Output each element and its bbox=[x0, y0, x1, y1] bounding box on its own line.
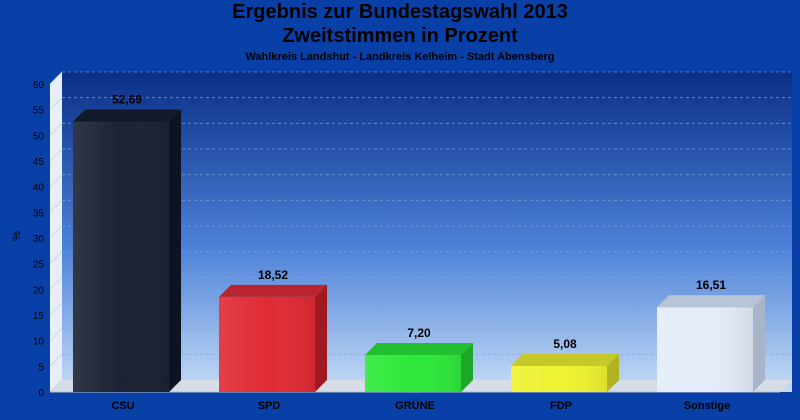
bar-grüne bbox=[364, 343, 474, 392]
gridline-wall bbox=[49, 354, 63, 367]
y-tick-label: 40 bbox=[33, 183, 45, 194]
bar-shading bbox=[72, 121, 170, 393]
gridline-wall bbox=[49, 123, 63, 136]
gridline-wall bbox=[49, 277, 63, 290]
gridline-wall bbox=[49, 148, 63, 162]
gridline-wall bbox=[49, 200, 63, 213]
y-tick-label: 25 bbox=[33, 260, 45, 271]
gridline-wall bbox=[49, 225, 63, 239]
chart-title-line2: Zweitstimmen in Prozent bbox=[282, 25, 518, 47]
y-tick-label: 0 bbox=[38, 388, 44, 399]
bar-shading bbox=[510, 365, 608, 392]
bar-shading bbox=[218, 296, 316, 392]
x-tick-label: FDP bbox=[550, 400, 572, 412]
gridline-wall bbox=[49, 302, 63, 316]
bar-side bbox=[169, 109, 182, 393]
y-tick-label: 30 bbox=[33, 234, 45, 245]
gridline-wall bbox=[49, 251, 63, 264]
bar-side bbox=[607, 353, 620, 392]
chart-header: Ergebnis zur Bundestagswahl 2013 Zweitst… bbox=[0, 0, 800, 63]
bar-side bbox=[753, 295, 766, 392]
bar-shading bbox=[656, 307, 754, 392]
gridline-wall bbox=[49, 174, 63, 187]
y-tick-label: 5 bbox=[38, 362, 44, 373]
bar-value-label: 52,69 bbox=[112, 93, 142, 107]
y-tick-label: 60 bbox=[33, 80, 45, 91]
y-tick-label: 35 bbox=[33, 208, 45, 219]
y-tick-label: 20 bbox=[33, 285, 45, 296]
y-tick-label: 45 bbox=[33, 157, 45, 168]
bar-top bbox=[218, 284, 328, 297]
bar-shading bbox=[364, 355, 462, 392]
y-tick-label: 10 bbox=[33, 337, 45, 348]
y-tick-label: 50 bbox=[33, 131, 45, 142]
bar-top bbox=[656, 295, 766, 308]
x-tick-label: Sonstige bbox=[684, 400, 730, 412]
chart-subtitle: Wahlkreis Landshut - Landkreis Kelheim -… bbox=[245, 51, 555, 63]
y-tick-label: 55 bbox=[33, 106, 45, 117]
bar-value-label: 16,51 bbox=[696, 278, 726, 292]
y-axis-label: % bbox=[11, 231, 23, 241]
chart-title: Ergebnis zur Bundestagswahl 2013 bbox=[232, 1, 568, 23]
bar-value-label: 18,52 bbox=[258, 268, 288, 282]
x-tick-label: GRÜNE bbox=[395, 399, 435, 412]
bar-top bbox=[364, 343, 474, 356]
bar-value-label: 5,08 bbox=[553, 337, 577, 351]
bar-side bbox=[461, 343, 474, 392]
bar-side bbox=[315, 284, 328, 392]
bar-csu bbox=[72, 109, 182, 393]
x-tick-label: SPD bbox=[258, 400, 281, 412]
bar-fdp bbox=[510, 353, 620, 392]
bar-value-label: 7,20 bbox=[407, 326, 431, 340]
bar-top bbox=[510, 353, 620, 366]
x-tick-label: CSU bbox=[111, 400, 134, 412]
gridline-wall bbox=[49, 328, 63, 341]
y-tick-label: 15 bbox=[33, 311, 45, 322]
gridline-wall bbox=[49, 97, 63, 110]
bar-top bbox=[72, 109, 182, 122]
bar-sonstige bbox=[656, 295, 766, 392]
gridline-wall bbox=[49, 71, 63, 85]
bar-spd bbox=[218, 284, 328, 392]
